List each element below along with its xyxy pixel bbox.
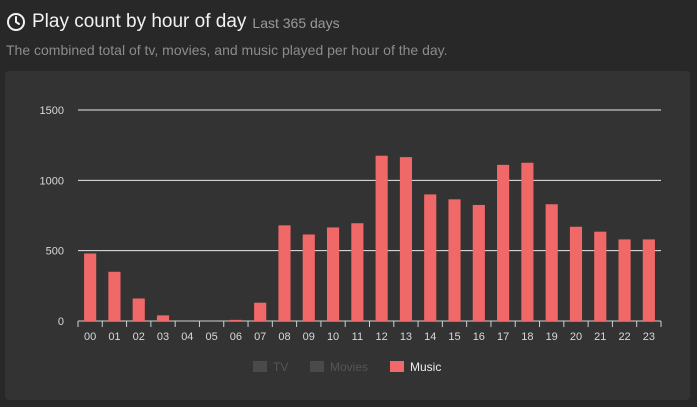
bar-music-hour-17[interactable] [497, 164, 510, 321]
bar-music-hour-14[interactable] [424, 194, 437, 321]
chart-header: Play count by hour of day Last 365 days [6, 8, 340, 36]
legend-swatch-movies[interactable] [310, 361, 324, 372]
bar-music-hour-09[interactable] [302, 234, 315, 321]
clock-icon [7, 13, 25, 31]
x-tick-label: 07 [254, 331, 266, 343]
bar-music-hour-07[interactable] [254, 302, 267, 321]
x-tick-label: 12 [376, 331, 388, 343]
bar-music-hour-22[interactable] [618, 239, 631, 321]
x-tick-label: 18 [521, 331, 533, 343]
bar-music-hour-18[interactable] [521, 162, 534, 321]
x-tick-label: 19 [546, 331, 558, 343]
chart-title: Play count by hour of day [32, 11, 247, 32]
x-tick-label: 00 [84, 331, 96, 343]
bar-music-hour-01[interactable] [108, 271, 121, 321]
x-tick-label: 16 [473, 331, 485, 343]
legend-label-movies[interactable]: Movies [330, 360, 368, 374]
x-tick-label: 22 [618, 331, 630, 343]
legend-swatch-tv[interactable] [253, 361, 267, 372]
bar-music-hour-21[interactable] [594, 231, 607, 321]
bar-music-hour-16[interactable] [472, 204, 485, 321]
legend-swatch-music[interactable] [390, 361, 404, 372]
bar-music-hour-19[interactable] [545, 204, 558, 321]
bar-music-hour-03[interactable] [156, 315, 170, 321]
bar-music-hour-10[interactable] [326, 227, 340, 321]
x-tick-label: 09 [303, 331, 315, 343]
x-tick-label: 14 [424, 331, 436, 343]
legend-label-tv[interactable]: TV [273, 360, 288, 374]
x-tick-label: 08 [278, 331, 290, 343]
x-tick-label: 02 [133, 331, 145, 343]
bar-music-hour-12[interactable] [375, 155, 388, 321]
bar-music-hour-06[interactable] [229, 319, 242, 321]
play-count-chart: 0 500 1000 1500 00 01 02 03 04 05 06 07 08 09 10 11 12 13… [40, 105, 662, 374]
y-tick-label: 0 [58, 316, 64, 328]
x-tick-label: 20 [570, 331, 582, 343]
x-tick-label: 06 [230, 331, 242, 343]
chart-description: The combined total of tv, movies, and mu… [6, 42, 448, 58]
x-tick-label: 13 [400, 331, 412, 343]
x-tick-label: 05 [205, 331, 217, 343]
bar-music-hour-15[interactable] [448, 199, 461, 321]
x-tick-label: 11 [352, 331, 363, 343]
y-tick-label: 1000 [40, 175, 64, 187]
x-tick-label: 23 [643, 331, 655, 343]
y-tick-label: 500 [46, 246, 64, 258]
bar-music-hour-02[interactable] [132, 298, 145, 321]
x-tick-label: 17 [497, 331, 509, 343]
bar-music-hour-00[interactable] [84, 253, 97, 321]
bar-music-hour-23[interactable] [642, 239, 655, 321]
bar-music-hour-13[interactable] [399, 157, 413, 321]
bar-music-hour-08[interactable] [278, 225, 291, 321]
x-tick-label: 15 [448, 331, 460, 343]
time-range-label: Last 365 days [252, 15, 340, 31]
bar-music-hour-20[interactable] [569, 226, 583, 321]
y-tick-label: 1500 [40, 105, 64, 117]
x-tick-label: 21 [594, 331, 606, 343]
bar-music-hour-11[interactable] [351, 223, 364, 321]
x-tick-label: 01 [108, 331, 120, 343]
chart-panel: 0 500 1000 1500 00 01 02 03 04 05 06 07 08 09 10 11 12 13… [5, 71, 690, 400]
x-tick-label: 10 [327, 331, 339, 343]
x-tick-label: 03 [157, 331, 169, 343]
x-tick-label: 04 [181, 331, 193, 343]
legend-label-music[interactable]: Music [410, 360, 441, 374]
